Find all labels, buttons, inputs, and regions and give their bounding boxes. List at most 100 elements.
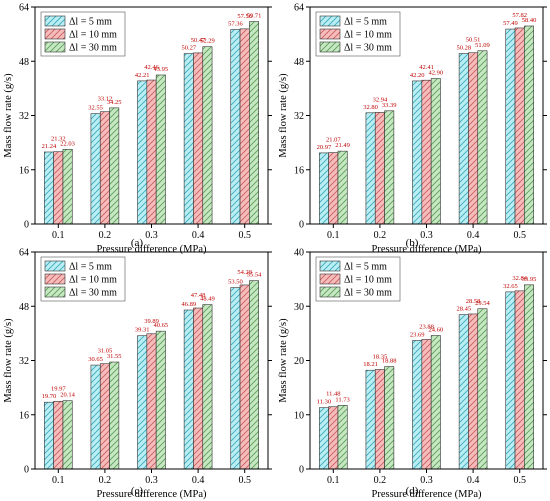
legend-swatch — [319, 28, 341, 40]
legend: Δl = 5 mm Δl = 10 mm Δl = 30 mm — [40, 11, 126, 57]
data-label: 20.97 — [317, 144, 332, 151]
data-label: 54.28 — [237, 269, 252, 276]
bar — [109, 107, 120, 225]
x-tick-label: 0.1 — [327, 230, 340, 241]
y-tick-label: 32 — [19, 356, 29, 367]
bar — [337, 405, 348, 470]
data-label: 28.45 — [456, 306, 471, 313]
x-axis-label: Pressure difference (MPa) — [371, 244, 482, 255]
bar — [183, 309, 194, 470]
legend-swatch — [44, 15, 66, 27]
y-tick-label: 48 — [19, 57, 29, 68]
bar — [193, 52, 204, 225]
bar — [53, 151, 64, 225]
bar — [44, 151, 54, 225]
data-label: 18.21 — [363, 361, 378, 368]
y-tick-label: 0 — [24, 465, 29, 476]
chart-panel-c: 19.70 30.65 39.31 46.89 53.50 19.97 31.05 39.89… — [3, 248, 272, 500]
data-label: 50.28 — [456, 45, 471, 52]
y-axis-label: Mass flow rate (g/s) — [278, 318, 289, 403]
data-label: 33.39 — [382, 102, 397, 109]
y-tick-label: 16 — [294, 165, 304, 176]
bar — [458, 314, 469, 470]
y-tick-label: 0 — [299, 220, 304, 231]
bar — [412, 340, 423, 470]
legend-label: Δl = 30 mm — [69, 43, 117, 54]
legend-swatch — [319, 41, 341, 53]
data-label: 21.49 — [335, 142, 350, 149]
data-label: 30.65 — [88, 356, 103, 363]
data-label: 57.36 — [228, 21, 243, 28]
data-label: 50.27 — [181, 45, 196, 52]
legend-label: Δl = 10 mm — [69, 275, 117, 286]
bar — [421, 79, 432, 225]
x-tick-label: 0.2 — [99, 230, 112, 241]
data-label: 42.20 — [410, 72, 425, 79]
bar — [365, 112, 376, 225]
x-axis-label: Pressure difference (MPa) — [371, 489, 482, 500]
bar — [155, 74, 166, 225]
legend-label: Δl = 5 mm — [69, 262, 112, 273]
bar — [514, 290, 525, 470]
y-tick-label: 16 — [19, 165, 29, 176]
data-label: 39.89 — [144, 318, 159, 325]
x-tick-label: 0.2 — [99, 475, 112, 486]
data-label: 21.07 — [326, 137, 341, 144]
y-axis-label: Mass flow rate (g/s) — [278, 73, 289, 158]
bar — [230, 29, 241, 225]
data-label: 39.31 — [135, 327, 150, 334]
legend-swatch — [319, 260, 341, 272]
y-tick-label: 64 — [19, 3, 29, 14]
bar — [155, 330, 166, 470]
bar — [202, 46, 213, 225]
data-label: 23.69 — [410, 331, 425, 338]
bar — [477, 50, 488, 225]
bar — [412, 80, 423, 225]
bar — [62, 400, 73, 470]
bar — [430, 335, 441, 470]
bar — [319, 152, 329, 225]
data-label: 32.94 — [373, 96, 388, 103]
y-tick-label: 64 — [294, 3, 304, 14]
legend-swatch — [319, 273, 341, 285]
data-label: 51.09 — [475, 42, 490, 49]
legend: Δl = 5 mm Δl = 10 mm Δl = 30 mm — [315, 256, 401, 302]
bar — [365, 369, 376, 470]
data-label: 21.24 — [42, 143, 57, 150]
data-label: 28.58 — [466, 298, 481, 305]
bar — [146, 79, 157, 225]
legend-swatch — [319, 15, 341, 27]
data-label: 29.54 — [475, 300, 490, 307]
data-label: 53.50 — [228, 279, 243, 286]
x-tick-label: 0.5 — [238, 475, 251, 486]
bar — [477, 308, 488, 470]
data-label: 55.54 — [247, 272, 262, 279]
legend-swatch — [44, 273, 66, 285]
data-label: 50.51 — [466, 37, 481, 44]
bar — [524, 284, 534, 470]
legend-label: Δl = 30 mm — [344, 43, 392, 54]
panel-label: (b) — [406, 237, 419, 249]
panel-label: (d) — [406, 485, 419, 497]
x-tick-label: 0.4 — [192, 475, 205, 486]
data-label: 34.25 — [107, 99, 122, 106]
bar — [524, 25, 534, 225]
x-tick-label: 0.3 — [420, 475, 433, 486]
x-tick-label: 0.1 — [52, 230, 65, 241]
legend-swatch — [44, 260, 66, 272]
data-label: 11.73 — [335, 396, 349, 403]
data-label: 42.90 — [429, 70, 444, 77]
y-axis-label: Mass flow rate (g/s) — [3, 73, 14, 158]
legend-label: Δl = 30 mm — [69, 288, 117, 299]
y-tick-label: 32 — [19, 111, 29, 122]
data-label: 33.12 — [98, 96, 113, 103]
bar — [384, 110, 395, 225]
legend-swatch — [44, 28, 66, 40]
legend-label: Δl = 5 mm — [344, 17, 387, 28]
chart-panel-a: 21.24 32.55 42.21 50.27 57.36 21.32 33.12 42.46… — [3, 3, 272, 255]
x-tick-label: 0.3 — [145, 475, 158, 486]
data-label: 31.55 — [107, 353, 122, 360]
data-label: 32.55 — [88, 105, 103, 112]
data-label: 40.65 — [154, 322, 169, 329]
legend-label: Δl = 10 mm — [344, 275, 392, 286]
